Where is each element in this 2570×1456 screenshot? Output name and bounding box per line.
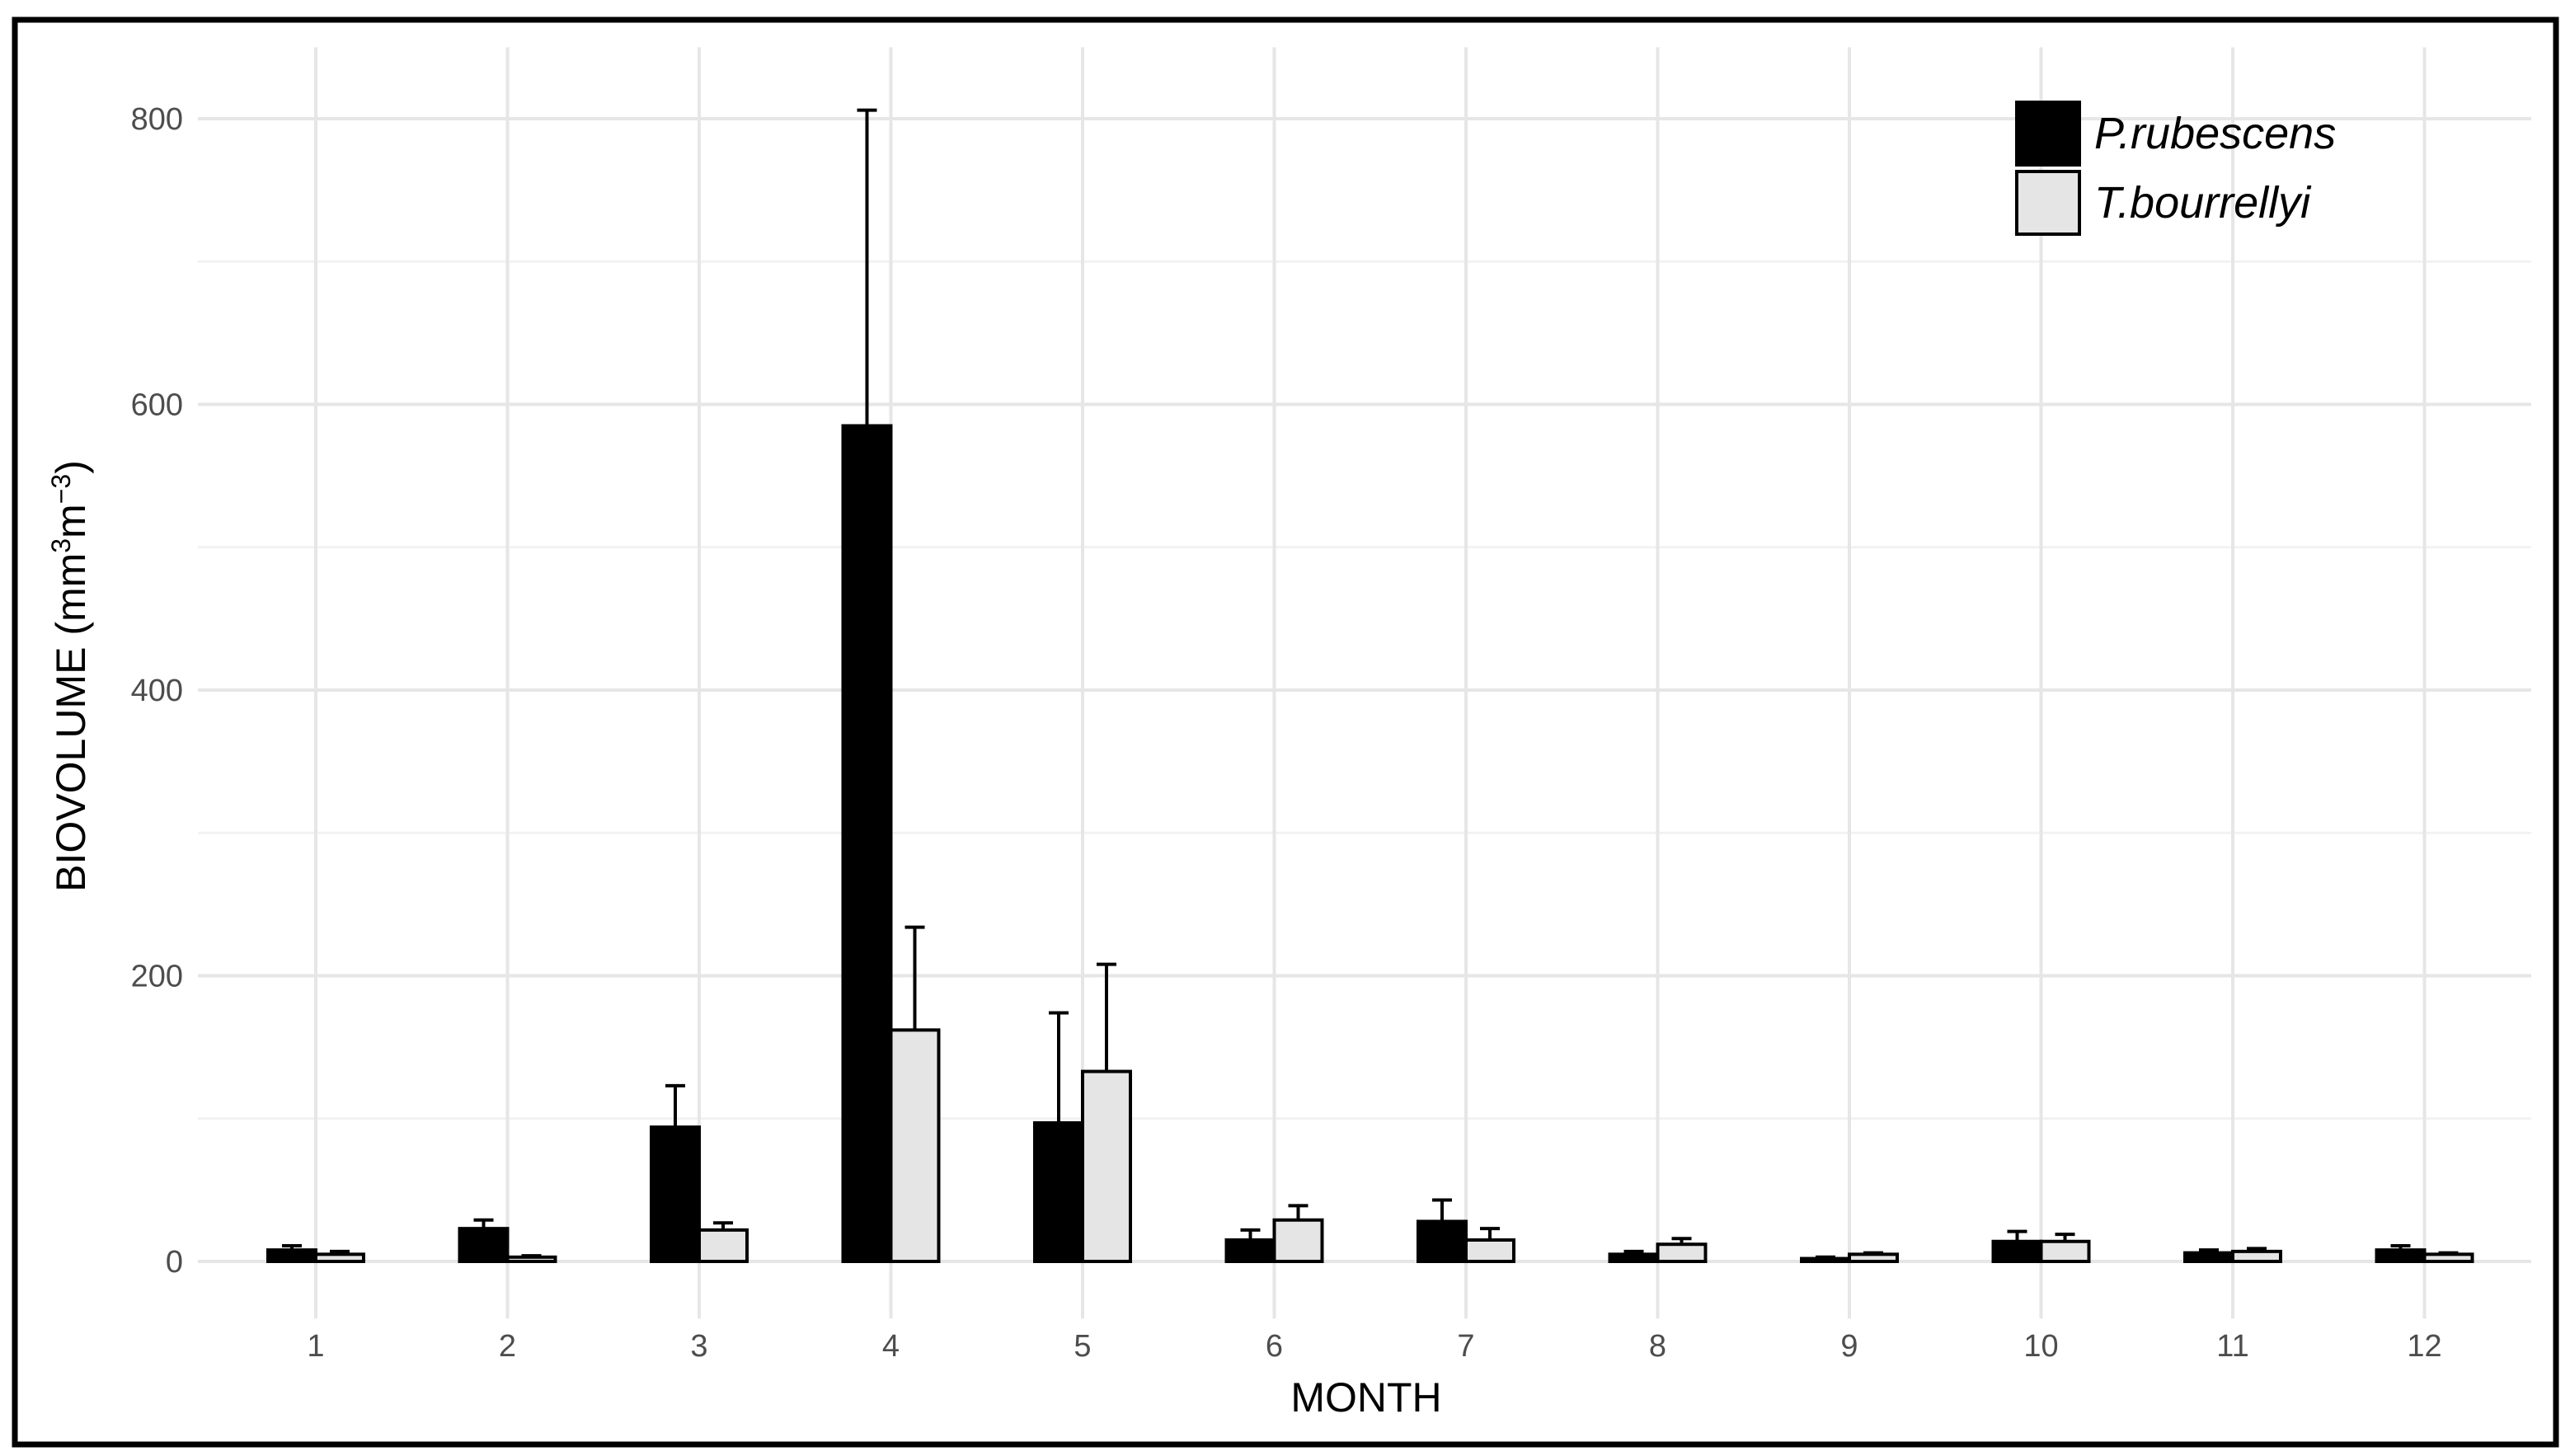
bar-p-rubescens — [2183, 1251, 2234, 1263]
error-bar-p-rubescens — [2199, 1248, 2219, 1253]
y-axis-title-part: BIOVOLUME (mm — [48, 553, 94, 892]
x-tick-label: 11 — [2216, 1329, 2248, 1364]
x-tick-label: 9 — [1840, 1329, 1858, 1364]
bar-p-rubescens — [458, 1227, 510, 1263]
error-bar-p-rubescens — [1816, 1255, 1835, 1259]
outer-frame — [12, 16, 2559, 1448]
y-tick-label: 200 — [131, 960, 183, 994]
x-axis-title: MONTH — [1290, 1374, 1441, 1421]
bar-t-bourrellyi — [1464, 1238, 1515, 1263]
bar-t-bourrellyi — [314, 1252, 365, 1264]
y-axis-title-part: 3 — [46, 538, 76, 553]
x-axis-ticks: 1 2 3 4 5 6 7 8 9 10 11 12 — [307, 1329, 2441, 1364]
error-bar-p-rubescens — [473, 1218, 494, 1229]
bar-t-bourrellyi — [1848, 1252, 1899, 1264]
grid — [198, 47, 2531, 1319]
error-bar-p-rubescens — [1240, 1228, 1261, 1241]
bar-t-bourrellyi — [1272, 1218, 1324, 1263]
bar-t-bourrellyi — [1081, 1069, 1132, 1264]
error-bar-t-bourrellyi — [2247, 1247, 2267, 1252]
y-axis-title-part: −3 — [46, 474, 76, 504]
error-bar-p-rubescens — [665, 1083, 685, 1128]
error-bar-p-rubescens — [1623, 1249, 1644, 1255]
error-bar-t-bourrellyi — [1671, 1237, 1692, 1245]
legend-swatch-t-bourrellyi — [2015, 170, 2081, 236]
x-tick-label: 3 — [690, 1329, 707, 1364]
y-axis-title-part: m — [48, 504, 94, 538]
error-bar-t-bourrellyi — [2438, 1251, 2459, 1255]
error-bar-p-rubescens — [2390, 1243, 2411, 1251]
error-bar-p-rubescens — [1432, 1198, 1452, 1222]
bar-p-rubescens — [2375, 1248, 2427, 1264]
y-tick-label: 0 — [166, 1245, 183, 1280]
y-axis-ticks: 0 200 400 600 800 — [131, 102, 183, 1280]
y-tick-label: 400 — [131, 674, 183, 708]
error-bar-t-bourrellyi — [1288, 1204, 1308, 1220]
bar-p-rubescens — [1800, 1256, 1851, 1264]
error-bar-t-bourrellyi — [904, 925, 925, 1031]
error-bars — [282, 108, 2459, 1259]
y-tick-label: 600 — [131, 388, 183, 423]
error-bar-t-bourrellyi — [1097, 962, 1116, 1072]
bar-t-bourrellyi — [1656, 1242, 1708, 1263]
legend-label-t-bourrellyi: T.bourrellyi — [2094, 178, 2312, 228]
legend-swatch-p-rubescens — [2015, 101, 2081, 167]
legend-label-p-rubescens: P.rubescens — [2094, 109, 2336, 158]
y-tick-label: 800 — [131, 102, 183, 137]
y-axis-title-part: ) — [48, 460, 94, 474]
x-tick-label: 4 — [882, 1329, 900, 1364]
bar-p-rubescens — [1033, 1120, 1084, 1264]
bar-p-rubescens — [650, 1125, 701, 1264]
x-tick-label: 1 — [307, 1329, 324, 1364]
error-bar-p-rubescens — [857, 108, 877, 426]
bar-t-bourrellyi — [698, 1228, 749, 1264]
x-tick-label: 5 — [1074, 1329, 1091, 1364]
bar-t-bourrellyi — [889, 1028, 941, 1263]
bar-p-rubescens — [266, 1248, 317, 1264]
error-bar-p-rubescens — [282, 1243, 302, 1251]
bar-t-bourrellyi — [2039, 1239, 2091, 1263]
bar-p-rubescens — [1417, 1219, 1468, 1263]
error-bar-p-rubescens — [2007, 1229, 2027, 1242]
x-tick-label: 6 — [1266, 1329, 1283, 1364]
error-bar-t-bourrellyi — [330, 1249, 350, 1255]
error-bar-t-bourrellyi — [713, 1221, 733, 1230]
legend: P.rubescens T.bourrellyi — [2015, 101, 2336, 236]
x-tick-label: 10 — [2023, 1329, 2058, 1364]
error-bar-p-rubescens — [1049, 1011, 1069, 1123]
error-bar-t-bourrellyi — [1863, 1251, 1883, 1255]
bar-p-rubescens — [1224, 1238, 1276, 1263]
bar-t-bourrellyi — [2422, 1252, 2474, 1264]
error-bar-t-bourrellyi — [2055, 1233, 2075, 1242]
x-tick-label: 8 — [1649, 1329, 1666, 1364]
error-bar-t-bourrellyi — [521, 1254, 542, 1258]
x-tick-label: 7 — [1457, 1329, 1474, 1364]
bar-p-rubescens — [841, 424, 893, 1263]
error-bar-t-bourrellyi — [1480, 1227, 1500, 1241]
bar-p-rubescens — [1608, 1252, 1660, 1264]
x-tick-label: 2 — [499, 1329, 516, 1364]
bar-p-rubescens — [1991, 1239, 2043, 1263]
bar-t-bourrellyi — [505, 1255, 557, 1263]
y-axis-title: BIOVOLUME (mm3m−3) — [46, 460, 94, 892]
bar-t-bourrellyi — [2231, 1249, 2282, 1264]
x-tick-label: 12 — [2407, 1329, 2441, 1364]
